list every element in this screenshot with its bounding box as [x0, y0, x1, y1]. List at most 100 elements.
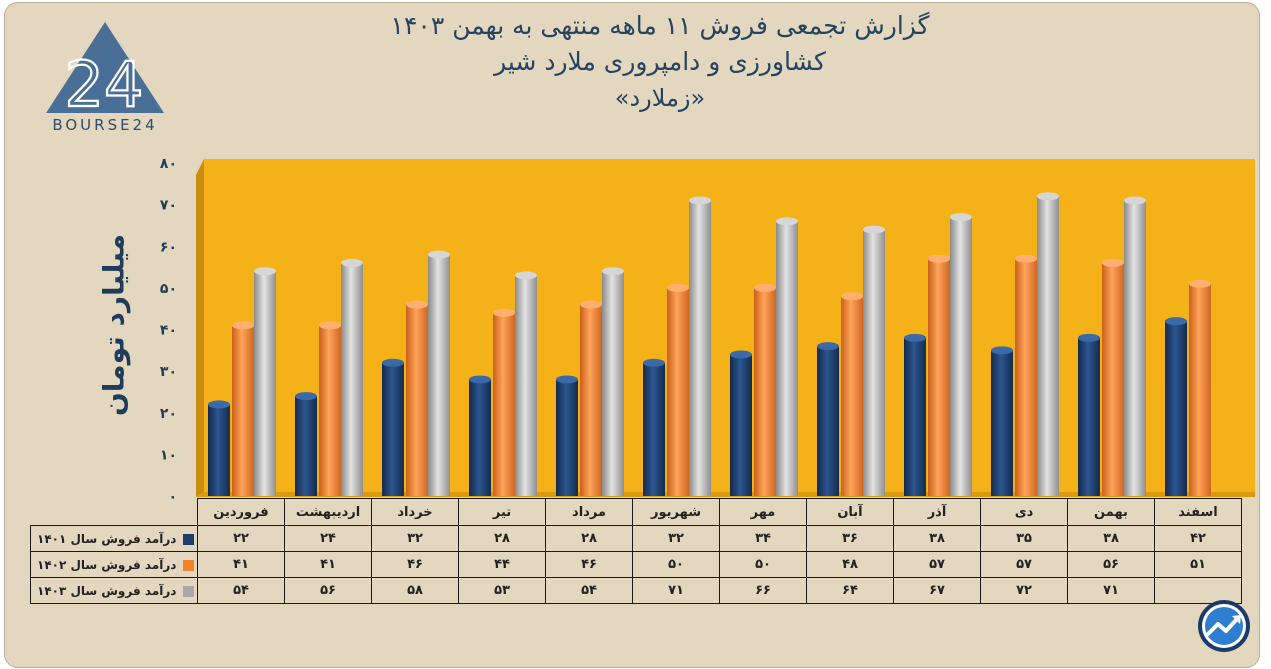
bar-1401-cap	[382, 358, 404, 367]
category-label: آبان	[806, 498, 894, 526]
bar-1401-cap	[991, 346, 1013, 355]
bar-1402-cap	[1189, 279, 1211, 288]
bar-1403	[254, 271, 276, 496]
bar-1401	[904, 337, 926, 496]
bar-1401	[991, 350, 1013, 496]
bourse24-logo-icon: 24	[46, 22, 164, 122]
y-axis-ticks: ۰ ۱۰ ۲۰ ۳۰ ۴۰ ۵۰ ۶۰ ۷۰ ۸۰	[160, 156, 177, 505]
data-label: ۵۸	[371, 577, 459, 604]
bar-1401-cap	[817, 342, 839, 351]
svg-text:24: 24	[65, 48, 144, 121]
data-label: ۵۴	[545, 577, 633, 604]
table-category-row: فروردین اردیبهشت خرداد تیر مرداد شهریور …	[31, 498, 1242, 526]
data-label: ۵۰	[719, 551, 807, 578]
bar-1402	[667, 287, 689, 496]
table-row-1402: درآمد فروش سال ۱۴۰۲ ۴۱ ۴۱ ۴۶ ۴۴ ۴۶ ۵۰ ۵۰…	[30, 551, 1242, 578]
bar-1401	[1078, 337, 1100, 496]
bar-1401-cap	[1165, 317, 1187, 326]
data-label: ۴۸	[806, 551, 894, 578]
bar-1403	[515, 275, 537, 496]
data-label: ۲۸	[458, 525, 546, 552]
legend-entry-1401: درآمد فروش سال ۱۴۰۱	[30, 525, 198, 552]
bar-1401	[1165, 321, 1187, 496]
data-table: فروردین اردیبهشت خرداد تیر مرداد شهریور …	[30, 498, 1242, 604]
legend-label: درآمد فروش سال ۱۴۰۲	[37, 557, 177, 572]
trend-chart-icon	[1198, 600, 1250, 652]
bar-1402	[1189, 283, 1211, 496]
title-line-2: کشاورزی و دامپروری ملارد شیر	[494, 47, 826, 76]
bar-1403-cap	[1037, 192, 1059, 201]
data-label: ۲۴	[284, 525, 372, 552]
bar-1403-cap	[515, 271, 537, 280]
y-tick-label: ۴۰	[160, 323, 177, 339]
bar-1403-cap	[602, 267, 624, 276]
bar-1402-cap	[667, 283, 689, 292]
category-label: مهر	[719, 498, 807, 526]
data-label: ۴۶	[545, 551, 633, 578]
data-label: ۳۲	[632, 525, 720, 552]
data-label: ۴۲	[1154, 525, 1242, 552]
data-label: ۶۶	[719, 577, 807, 604]
data-label: ۵۱	[1154, 551, 1242, 578]
data-label: ۲۸	[545, 525, 633, 552]
bar-1402-cap	[493, 308, 515, 317]
data-label: ۷۱	[1067, 577, 1155, 604]
bar-1402-cap	[580, 300, 602, 309]
plot-floor	[196, 492, 1255, 497]
bar-1403-cap	[689, 196, 711, 205]
bar-1402	[1015, 258, 1037, 496]
plot-side-wall	[196, 159, 204, 497]
data-label: ۵۶	[1067, 551, 1155, 578]
bar-1403-cap	[950, 213, 972, 222]
bar-1403-cap	[1124, 196, 1146, 205]
bar-1401-cap	[208, 400, 230, 409]
bar-1401-cap	[1078, 333, 1100, 342]
y-tick-label: ۲۰	[160, 406, 177, 422]
bar-1403-cap	[341, 258, 363, 267]
data-label: ۳۴	[719, 525, 807, 552]
data-label: ۴۴	[458, 551, 546, 578]
bar-1402	[406, 304, 428, 496]
data-label: ۵۰	[632, 551, 720, 578]
data-label: ۳۶	[806, 525, 894, 552]
bars	[208, 192, 1211, 497]
legend-swatch-1401	[182, 533, 194, 545]
category-label: بهمن	[1067, 498, 1155, 526]
y-tick-label: ۳۰	[160, 364, 177, 380]
bar-1402-cap	[1015, 254, 1037, 263]
logo-text: BOURSE24	[52, 116, 158, 134]
y-tick-label: ۷۰	[160, 198, 177, 214]
legend-label: درآمد فروش سال ۱۴۰۳	[37, 583, 177, 598]
y-tick-label: ۰	[168, 489, 177, 505]
bar-1402-cap	[841, 292, 863, 301]
bar-1403	[341, 262, 363, 496]
bar-1401-cap	[643, 358, 665, 367]
category-label: اسفند	[1154, 498, 1242, 526]
data-label: ۵۳	[458, 577, 546, 604]
bar-1403	[950, 217, 972, 497]
bar-1401	[295, 396, 317, 496]
data-label: ۵۶	[284, 577, 372, 604]
bar-1401	[730, 354, 752, 496]
bar-1402	[232, 325, 254, 496]
bar-1402	[841, 296, 863, 496]
category-label: مرداد	[545, 498, 633, 526]
data-label: ۵۷	[980, 551, 1068, 578]
bar-1402-cap	[232, 321, 254, 330]
table-row-1403: درآمد فروش سال ۱۴۰۳ ۵۴ ۵۶ ۵۸ ۵۳ ۵۴ ۷۱ ۶۶…	[30, 577, 1242, 604]
title-line-3: «زملارد»	[614, 84, 706, 112]
bar-1402	[319, 325, 341, 496]
legend-entry-1403: درآمد فروش سال ۱۴۰۳	[30, 577, 198, 604]
table-corner	[31, 499, 198, 526]
bar-1401-cap	[295, 392, 317, 401]
bar-1402-cap	[319, 321, 341, 330]
table-row-1401: درآمد فروش سال ۱۴۰۱ ۲۲ ۲۴ ۳۲ ۲۸ ۲۸ ۳۲ ۳۴…	[30, 525, 1242, 552]
bar-1403-cap	[428, 250, 450, 259]
bar-1403	[602, 271, 624, 496]
data-label	[1154, 577, 1242, 604]
data-label: ۶۴	[806, 577, 894, 604]
bar-1402	[928, 258, 950, 496]
bar-1401	[382, 362, 404, 496]
data-label: ۵۴	[197, 577, 285, 604]
bar-1401	[643, 362, 665, 496]
